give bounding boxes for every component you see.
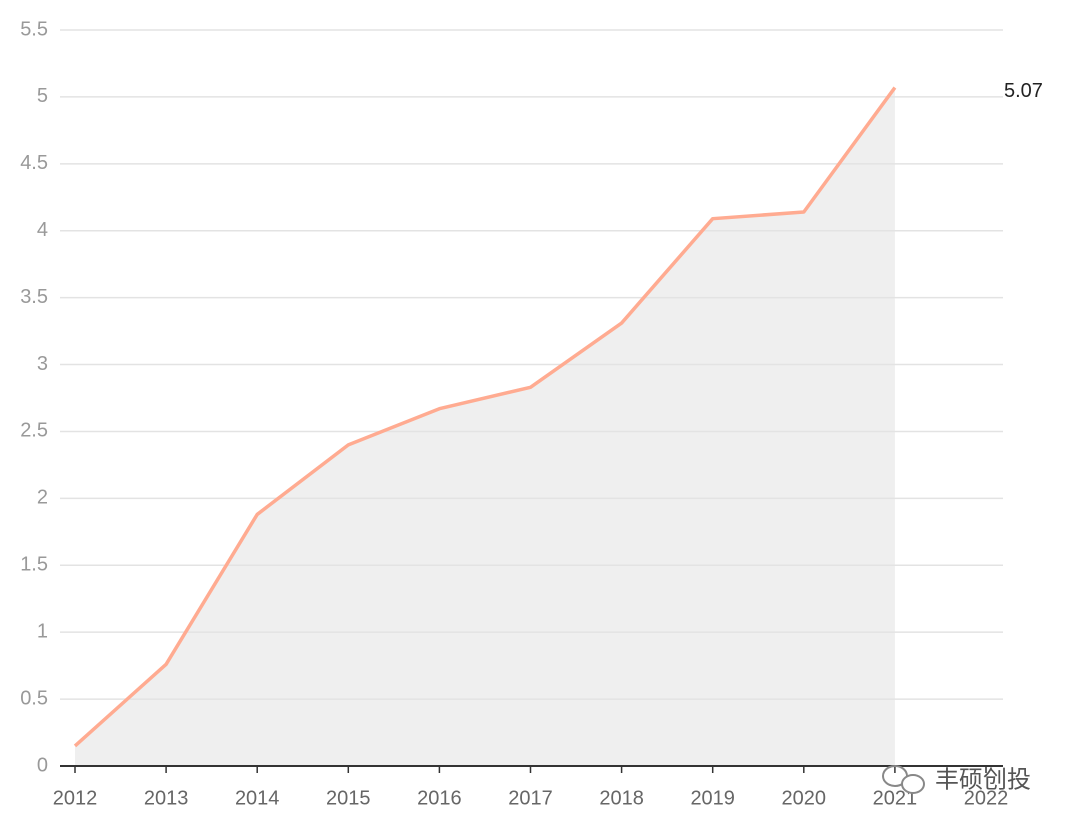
area <box>75 87 895 767</box>
y-tick-label: 4 <box>37 219 48 241</box>
x-tick-label: 2014 <box>235 787 280 809</box>
data-label: 5.07 <box>1004 80 1043 102</box>
watermark: 丰硕创投 <box>935 766 1031 793</box>
x-tick-label: 2022 <box>964 787 1009 809</box>
y-tick-label: 5.5 <box>20 18 48 40</box>
x-tick-label: 2015 <box>326 787 371 809</box>
y-tick-label: 1 <box>37 620 48 642</box>
y-tick-label: 5 <box>37 85 48 107</box>
x-tick-label: 2019 <box>690 787 735 809</box>
y-tick-label: 0 <box>37 754 48 776</box>
x-tick-label: 2021 <box>873 787 918 809</box>
y-tick-label: 0.5 <box>20 687 48 709</box>
x-tick-label: 2017 <box>508 787 553 809</box>
x-tick-label: 2012 <box>53 787 98 809</box>
x-tick-label: 2018 <box>599 787 644 809</box>
line <box>73 86 897 748</box>
y-tick-label: 3.5 <box>20 286 48 308</box>
y-tick-label: 4.5 <box>20 152 48 174</box>
x-tick-label: 2020 <box>782 787 827 809</box>
x-tick-label: 2016 <box>417 787 462 809</box>
y-tick-label: 1.5 <box>20 554 48 576</box>
watermark-icon <box>882 765 925 794</box>
x-tick-label: 2013 <box>144 787 189 809</box>
y-tick-label: 2 <box>37 487 48 509</box>
y-tick-label: 2.5 <box>20 420 48 442</box>
y-tick-label: 3 <box>37 353 48 375</box>
